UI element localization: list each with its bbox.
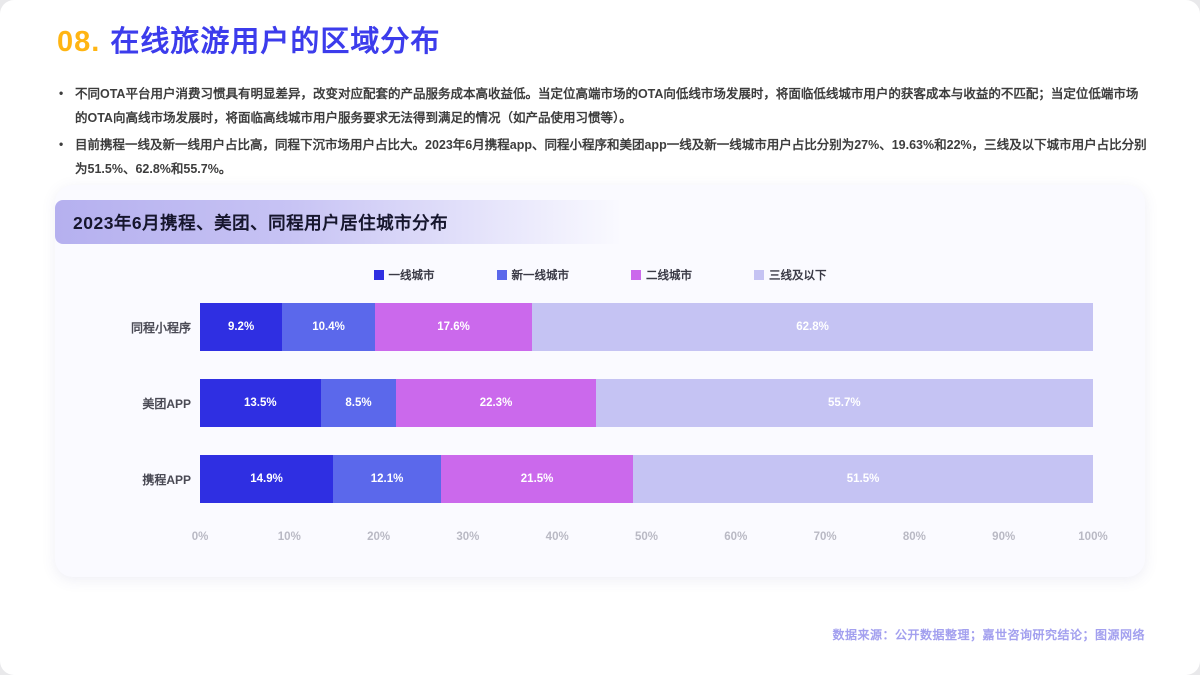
bar-segment-label: 10.4% (312, 321, 345, 333)
legend-label: 一线城市 (388, 270, 435, 282)
page-title-number: 08. (57, 26, 101, 58)
bar-segment-label: 13.5% (243, 397, 277, 409)
x-tick-label: 50% (634, 531, 659, 543)
bar-row: 同程小程序 9.2% 10.4% 17.6% 62.8% (80, 303, 1093, 351)
chart-title: 2023年6月携程、美团、同程用户居住城市分布 (73, 212, 449, 233)
bullet-item: 目前携程一线及新一线用户占比高，同程下沉市场用户占比大。2023年6月携程app… (57, 133, 1149, 182)
legend-item: 二线城市 (631, 267, 692, 283)
bar-plot: 同程小程序 9.2% 10.4% 17.6% 62.8% 美团APP 13.5% 8.5% 22… (80, 303, 1093, 531)
bar-row-label: 携程APP (142, 472, 191, 487)
bar-track: 14.9% 12.1% 21.5% 51.5% (200, 455, 1093, 503)
x-axis: 0% 10% 20% 30% 40% 50% 60% 70% 80% 90% 100% (192, 531, 1108, 547)
page-title-text: 在线旅游用户的区域分布 (110, 26, 441, 58)
legend-label: 三线及以下 (769, 270, 827, 282)
chart-card: 2023年6月携程、美团、同程用户居住城市分布 一线城市 新一线城市 二线城市 三线及… (55, 185, 1145, 577)
bar-segment: 51.5% (633, 455, 1093, 503)
bar-segment-label: 9.2% (227, 321, 255, 333)
bar-track: 13.5% 8.5% 22.3% 55.7% (200, 379, 1093, 427)
bar-segment: 62.8% (532, 303, 1093, 351)
bar-segment: 21.5% (441, 455, 634, 503)
x-tick-label: 100% (1078, 531, 1108, 543)
legend-label: 二线城市 (646, 270, 692, 282)
legend-swatch (754, 270, 764, 280)
bar-segment: 17.6% (375, 303, 533, 351)
bullet-item: 不同OTA平台用户消费习惯具有明显差异，改变对应配套的产品服务成本高收益低。当定… (57, 82, 1149, 131)
bar-row: 美团APP 13.5% 8.5% 22.3% 55.7% (80, 379, 1093, 427)
legend-item: 一线城市 (373, 267, 435, 283)
bullet-list: 不同OTA平台用户消费习惯具有明显差异，改变对应配套的产品服务成本高收益低。当定… (57, 82, 1149, 184)
bar-segment-label: 21.5% (520, 473, 554, 485)
bar-row-label: 同程小程序 (130, 320, 191, 335)
x-tick-label: 80% (902, 531, 926, 543)
x-tick-label: 10% (277, 531, 301, 543)
bar-segment-label: 8.5% (345, 397, 372, 409)
bar-segment: 55.7% (595, 379, 1093, 427)
source-note: 数据来源：公开数据整理；嘉世咨询研究结论；图源网络 (832, 628, 1145, 642)
legend-item: 新一线城市 (496, 267, 570, 283)
x-tick-label: 60% (724, 531, 748, 543)
bar-segment-label: 22.3% (479, 397, 513, 409)
x-tick-label: 70% (813, 531, 837, 543)
legend-swatch (631, 270, 641, 280)
legend-swatch (373, 270, 384, 280)
bar-segment: 14.9% (200, 455, 334, 503)
chart-title-strip: 2023年6月携程、美团、同程用户居住城市分布 (55, 200, 640, 244)
bar-segment: 10.4% (282, 303, 375, 351)
bar-segment: 22.3% (396, 379, 596, 427)
x-tick-label: 20% (367, 531, 391, 543)
legend-label: 新一线城市 (511, 270, 570, 282)
page-title: 08. 在线旅游用户的区域分布 (57, 18, 440, 60)
bar-row-label: 美团APP (142, 396, 191, 411)
bar-segment-label: 62.8% (796, 321, 829, 333)
bar-segment: 13.5% (200, 379, 321, 427)
bar-segment-label: 17.6% (437, 321, 470, 333)
bar-segment: 12.1% (333, 455, 442, 503)
legend-item: 三线及以下 (754, 267, 827, 283)
bar-track: 9.2% 10.4% 17.6% 62.8% (200, 303, 1093, 351)
bar-segment-label: 14.9% (250, 473, 283, 485)
bar-segment: 8.5% (320, 379, 397, 427)
bar-segment-label: 55.7% (827, 397, 861, 409)
bar-segment-label: 51.5% (846, 473, 880, 485)
chart-legend: 一线城市 新一线城市 二线城市 三线及以下 (55, 267, 1145, 283)
bar-segment-label: 12.1% (370, 473, 404, 485)
x-tick-label: 30% (456, 531, 480, 543)
legend-swatch (496, 270, 507, 280)
x-tick-label: 0% (191, 531, 209, 543)
x-tick-label: 90% (992, 531, 1016, 543)
x-tick-label: 40% (545, 531, 569, 543)
bar-row: 携程APP 14.9% 12.1% 21.5% 51.5% (80, 455, 1093, 503)
bar-segment: 9.2% (200, 303, 283, 351)
